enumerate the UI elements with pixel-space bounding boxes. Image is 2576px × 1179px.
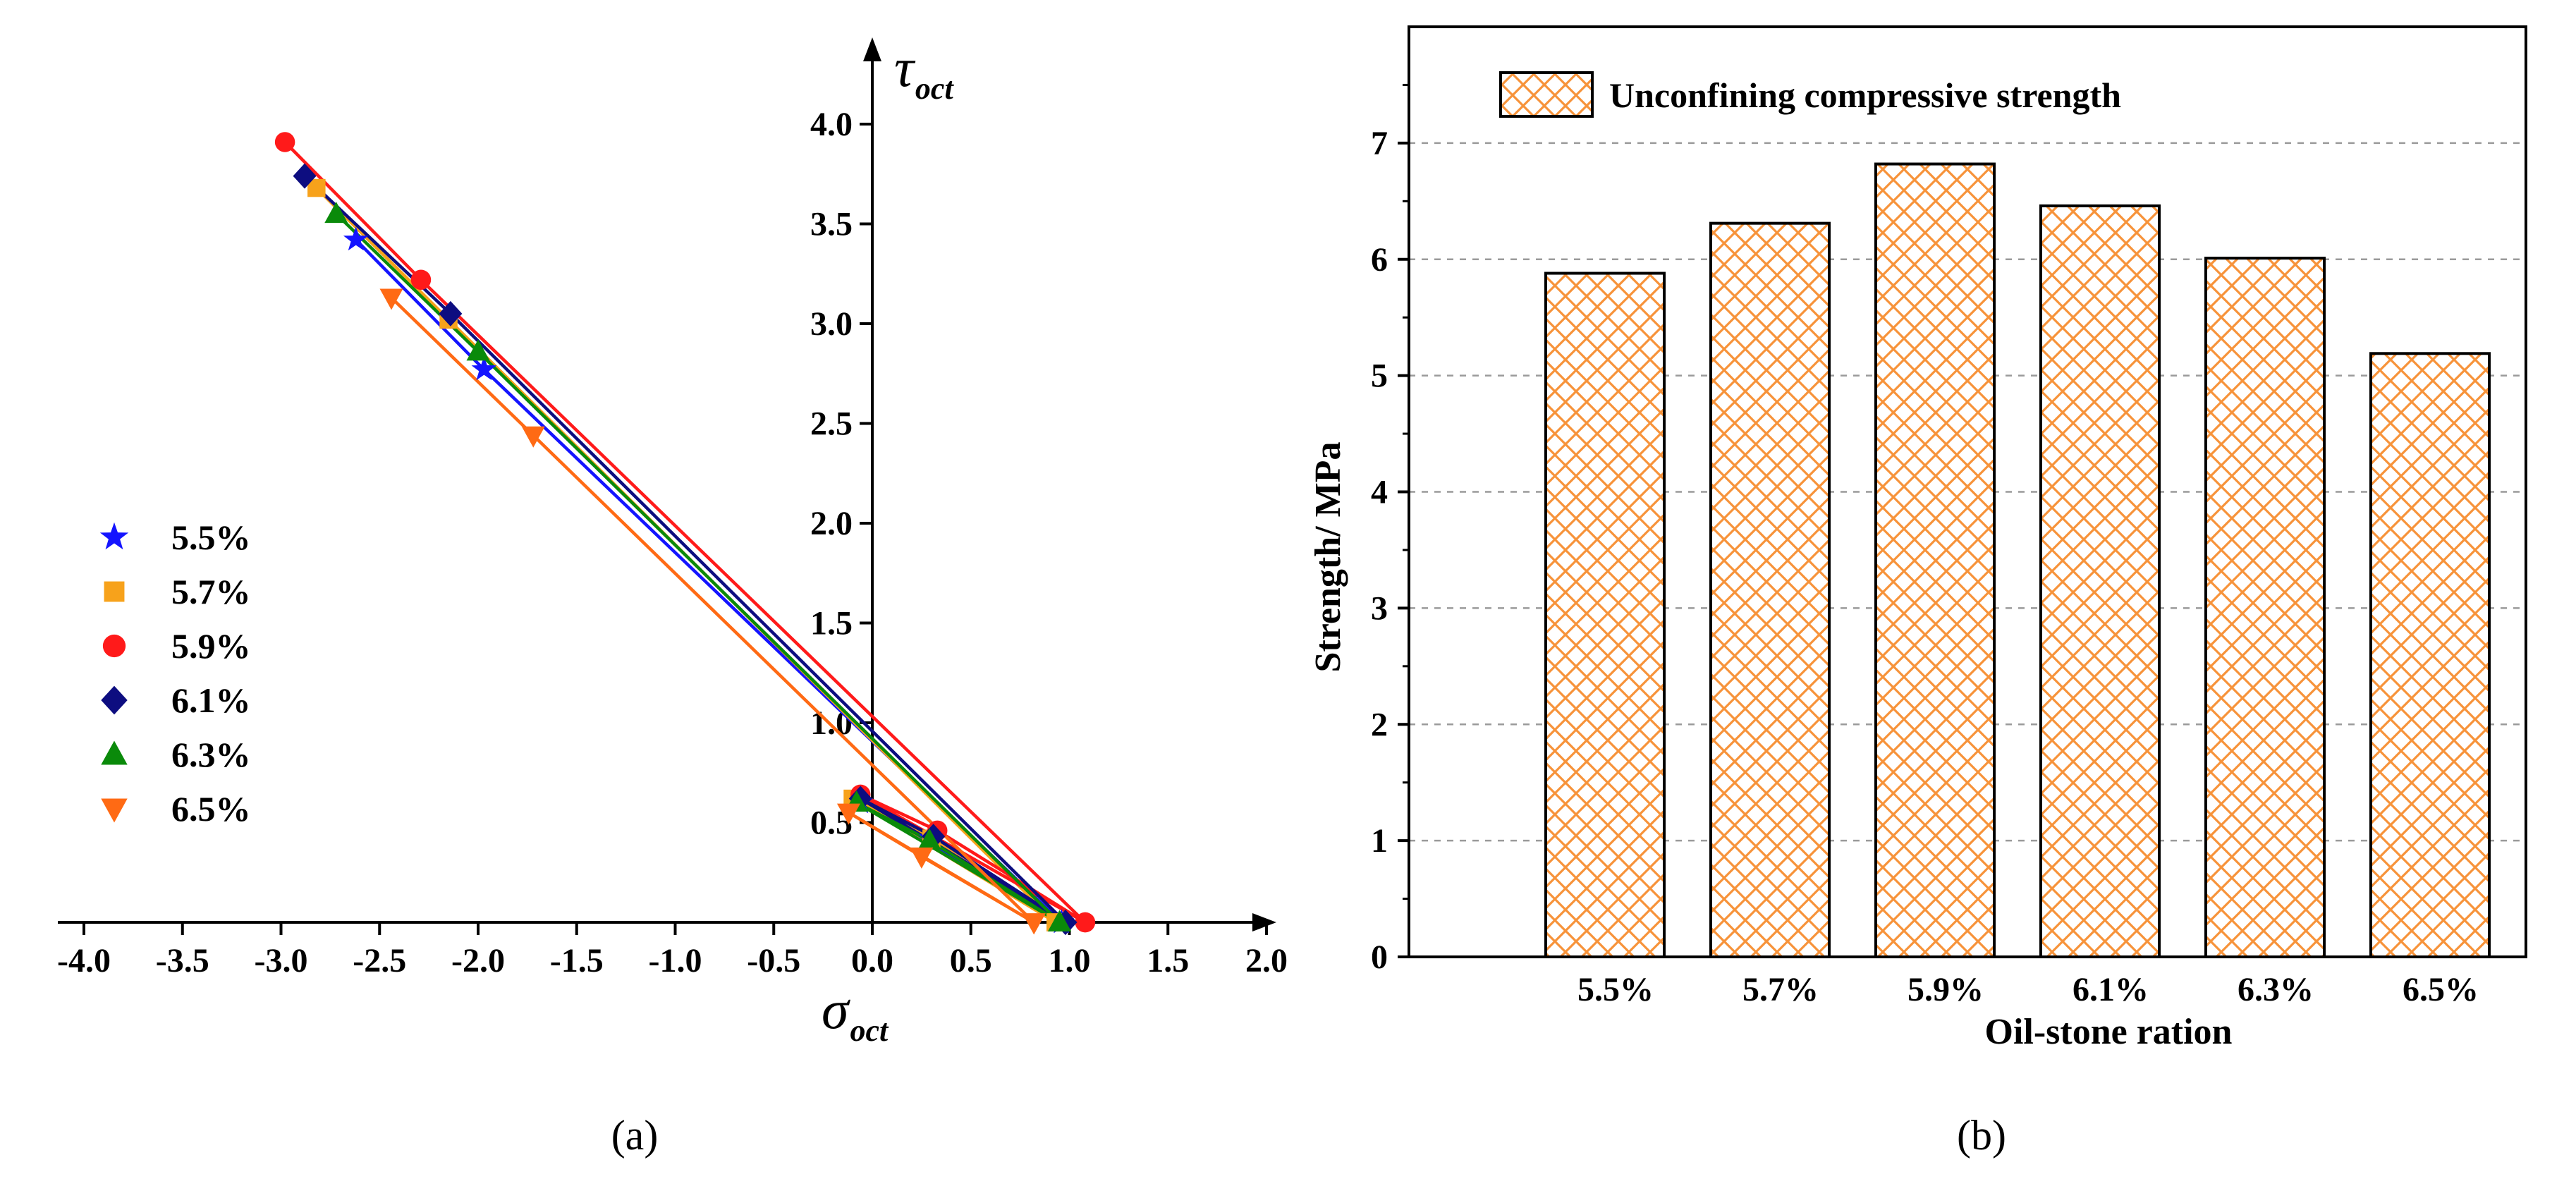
legend-label: Unconfining compressive strength — [1609, 75, 2121, 115]
series-markers — [274, 132, 1096, 935]
x-tick-label: 5.7% — [1742, 971, 1819, 1008]
data-point — [439, 300, 463, 326]
panel-label-a: (a) — [611, 1112, 659, 1159]
sigma-tick-label: -4.0 — [57, 942, 111, 979]
sigma-tick-label: 1.0 — [1049, 942, 1091, 979]
octahedral-stress-chart: -4.0 -3.5 -3.0 -2.5 -2.0 -1.5 -1.0 -0.5 0.0 0.5 1.… — [57, 37, 1288, 1159]
y-tick-label: 6 — [1371, 241, 1388, 279]
data-point — [324, 202, 348, 224]
sigma-tick-label: -0.5 — [747, 942, 800, 979]
x-ticks: 5.5% 5.7% 5.9% 6.1% 6.3% 6.5% — [1577, 971, 2479, 1008]
panel-label-b: (b) — [1957, 1112, 2006, 1159]
x-tick-label: 6.5% — [2403, 971, 2479, 1008]
legend-swatch — [1499, 71, 1594, 118]
sigma-axis-arrow — [1252, 913, 1276, 931]
x-tick-label: 5.5% — [1577, 971, 1654, 1008]
legend-item: 6.5% — [101, 789, 251, 829]
data-point — [466, 339, 490, 361]
y-ticks: 0 1 2 3 4 5 6 7 — [1371, 83, 1409, 976]
data-point — [1022, 913, 1046, 935]
sigma-ticks: -4.0 -3.5 -3.0 -2.5 -2.0 -1.5 -1.0 -0.5 0.0 0.5 1.… — [57, 922, 1288, 979]
strength-bar-chart: 0 1 2 3 4 5 6 7 5.5% 5.7% 5.9% 6.1% 6.3% 6.5% Unconf… — [1308, 25, 2527, 1159]
tau-tick-label: 2.5 — [810, 405, 853, 443]
tau-tick-label: 1.5 — [810, 605, 853, 642]
data-point — [293, 163, 317, 189]
bar — [1544, 271, 1666, 959]
data-point — [471, 356, 497, 381]
legend-marker — [101, 740, 128, 765]
bar — [2039, 204, 2161, 959]
y-axis-title: Strength/ MPa — [1308, 442, 1348, 673]
bars — [1544, 162, 2491, 959]
bar — [1874, 162, 1996, 959]
sigma-tick-label: -2.0 — [451, 942, 505, 979]
legend-marker — [104, 581, 125, 602]
sigma-tick-label: 0.5 — [950, 942, 992, 979]
data-point — [1075, 912, 1096, 933]
bar — [2204, 257, 2326, 958]
series-line — [390, 296, 1036, 924]
legend-item: 5.7% — [104, 572, 251, 611]
legend-item: 5.5% — [99, 518, 251, 557]
y-tick-label: 4 — [1371, 474, 1388, 511]
y-tick-label: 3 — [1371, 590, 1388, 627]
legend-label: 5.7% — [171, 572, 251, 611]
tau-tick-label: 2.0 — [810, 505, 853, 542]
legend-marker — [101, 685, 128, 715]
legend-label: 6.3% — [171, 735, 251, 774]
tau-axis-arrow — [863, 37, 881, 61]
legend-label: 5.9% — [171, 626, 251, 666]
data-point — [343, 226, 369, 251]
tau-axis-title: τoct — [894, 37, 954, 106]
legend-label: 5.5% — [171, 518, 251, 557]
data-point — [1048, 910, 1072, 931]
data-point — [379, 288, 403, 310]
legend-label: 6.1% — [171, 680, 251, 720]
bar — [2369, 352, 2491, 958]
legend-item: 5.9% — [102, 626, 251, 666]
data-point — [410, 269, 432, 290]
legend: 5.5% 5.7% 5.9% 6.1% 6.3% 6.5% — [99, 518, 251, 829]
tau-ticks: 0.51.01.52.02.53.03.54.0 — [810, 106, 872, 842]
legend-label: 6.5% — [171, 789, 251, 829]
data-point — [917, 828, 941, 850]
y-tick-label: 2 — [1371, 706, 1388, 743]
sigma-tick-label: 2.0 — [1245, 942, 1288, 979]
sigma-tick-label: -2.5 — [353, 942, 406, 979]
y-tick-label: 5 — [1371, 358, 1388, 395]
data-point — [910, 847, 934, 869]
data-point — [274, 132, 295, 152]
y-tick-label: 7 — [1371, 125, 1388, 162]
legend-item: 6.3% — [101, 735, 251, 774]
series-line — [283, 140, 1087, 924]
sigma-tick-label: 1.5 — [1147, 942, 1189, 979]
tau-tick-label: 4.0 — [810, 106, 853, 143]
series-lines — [283, 140, 1087, 924]
legend-marker — [101, 798, 128, 823]
legend: Unconfining compressive strength — [1499, 71, 2121, 118]
x-axis-title: Oil-stone ration — [1985, 1012, 2233, 1052]
tau-tick-label: 3.0 — [810, 305, 853, 343]
sigma-tick-label: -1.0 — [649, 942, 702, 979]
data-point — [521, 426, 545, 448]
tau-tick-label: 3.5 — [810, 206, 853, 243]
series-line — [303, 174, 1068, 924]
bar — [1709, 221, 1831, 958]
data-point — [836, 803, 860, 825]
sigma-tick-label: -1.5 — [550, 942, 604, 979]
x-tick-label: 5.9% — [1907, 971, 1984, 1008]
legend-marker — [99, 522, 129, 550]
x-tick-label: 6.1% — [2073, 971, 2149, 1008]
sigma-axis-title: σoct — [822, 979, 889, 1048]
sigma-tick-label: 0.0 — [851, 942, 893, 979]
y-tick-label: 0 — [1371, 939, 1388, 976]
sigma-tick-label: -3.0 — [255, 942, 308, 979]
legend-marker — [102, 634, 126, 658]
y-tick-label: 1 — [1371, 822, 1388, 860]
legend-item: 6.1% — [101, 680, 251, 720]
x-tick-label: 6.3% — [2238, 971, 2314, 1008]
sigma-tick-label: -3.5 — [156, 942, 209, 979]
